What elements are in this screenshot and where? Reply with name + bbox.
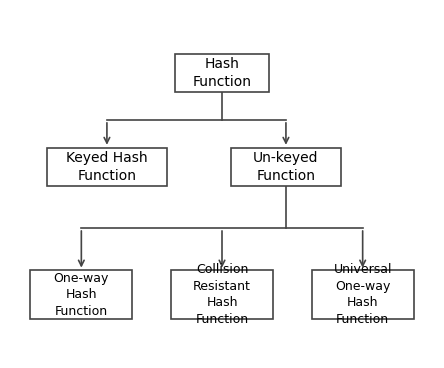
FancyBboxPatch shape: [30, 270, 132, 319]
Text: Un-keyed
Function: Un-keyed Function: [253, 151, 319, 183]
Text: One-way
Hash
Function: One-way Hash Function: [54, 272, 109, 318]
FancyBboxPatch shape: [171, 270, 273, 319]
Text: Hash
Function: Hash Function: [193, 57, 251, 89]
FancyBboxPatch shape: [230, 148, 341, 186]
FancyBboxPatch shape: [47, 148, 166, 186]
Text: Keyed Hash
Function: Keyed Hash Function: [66, 151, 148, 183]
Text: Universal
One-way
Hash
Function: Universal One-way Hash Function: [333, 263, 392, 326]
FancyBboxPatch shape: [312, 270, 414, 319]
FancyBboxPatch shape: [175, 54, 269, 92]
Text: Collision
Resistant
Hash
Function: Collision Resistant Hash Function: [193, 263, 251, 326]
